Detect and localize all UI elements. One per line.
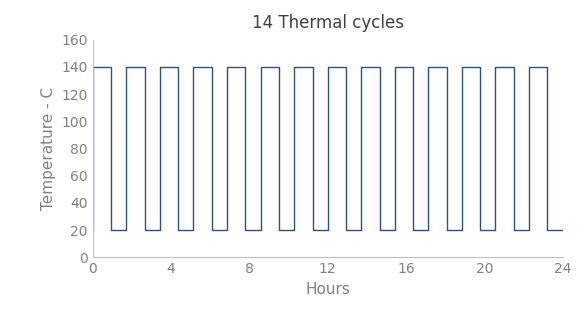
X-axis label: Hours: Hours <box>305 282 350 297</box>
Y-axis label: Temperature - C: Temperature - C <box>41 87 56 210</box>
Title: 14 Thermal cycles: 14 Thermal cycles <box>252 15 404 32</box>
